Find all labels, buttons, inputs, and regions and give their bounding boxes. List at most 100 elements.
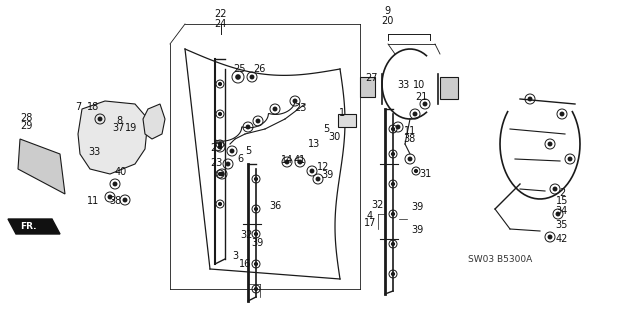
Circle shape (548, 142, 552, 146)
Bar (440, 77, 458, 99)
Circle shape (392, 182, 394, 185)
Text: 23: 23 (294, 103, 307, 114)
Circle shape (310, 169, 314, 173)
Circle shape (560, 112, 564, 116)
Text: 17: 17 (364, 218, 376, 228)
Circle shape (568, 157, 572, 161)
Text: 23: 23 (210, 158, 223, 168)
Text: 39: 39 (411, 225, 424, 235)
Circle shape (548, 235, 552, 239)
Text: 36: 36 (269, 201, 282, 211)
Circle shape (219, 143, 221, 145)
Text: 5: 5 (245, 146, 252, 156)
Text: 11: 11 (403, 126, 416, 136)
Text: 40: 40 (114, 167, 127, 177)
Circle shape (556, 212, 560, 216)
Text: 14: 14 (280, 155, 293, 165)
Text: 23: 23 (210, 143, 223, 153)
Text: 20: 20 (381, 16, 394, 26)
Text: 32: 32 (371, 200, 384, 210)
Text: 34: 34 (556, 205, 568, 216)
Circle shape (230, 149, 234, 153)
Circle shape (423, 102, 427, 106)
Circle shape (250, 75, 253, 79)
Circle shape (392, 212, 394, 215)
Text: 38: 38 (109, 196, 122, 206)
Text: 28: 28 (20, 113, 33, 123)
Circle shape (246, 125, 250, 129)
Circle shape (293, 99, 297, 103)
Text: 38: 38 (403, 134, 416, 144)
Text: FR.: FR. (20, 222, 36, 231)
Text: 4: 4 (367, 211, 373, 221)
Text: 39: 39 (252, 238, 264, 249)
Text: 39: 39 (411, 202, 424, 212)
Polygon shape (8, 219, 60, 234)
Circle shape (255, 233, 257, 235)
Circle shape (256, 119, 260, 123)
Text: 21: 21 (415, 92, 428, 102)
Circle shape (227, 162, 230, 166)
Circle shape (553, 187, 557, 191)
Text: 32: 32 (240, 230, 253, 241)
Circle shape (255, 178, 257, 181)
Text: SW03 B5300A: SW03 B5300A (468, 255, 532, 264)
Text: 2: 2 (559, 188, 565, 198)
Polygon shape (18, 139, 65, 194)
Circle shape (415, 170, 417, 172)
Circle shape (392, 273, 394, 275)
Circle shape (528, 97, 532, 101)
Bar (360, 77, 375, 97)
Text: 41: 41 (293, 155, 306, 165)
Text: 15: 15 (556, 196, 568, 206)
Text: 35: 35 (556, 220, 568, 230)
Circle shape (219, 173, 221, 175)
Text: 24: 24 (214, 19, 227, 29)
Circle shape (408, 157, 412, 161)
Polygon shape (143, 104, 165, 139)
Bar (338, 114, 356, 127)
Text: 11: 11 (86, 196, 99, 206)
Text: 42: 42 (556, 234, 568, 244)
Text: 8: 8 (116, 116, 123, 126)
Circle shape (273, 107, 276, 111)
Text: 1: 1 (339, 108, 346, 118)
Text: 6: 6 (237, 154, 243, 164)
Circle shape (99, 117, 102, 121)
Circle shape (298, 160, 301, 164)
Text: 16: 16 (239, 259, 252, 269)
Text: 3: 3 (232, 251, 239, 261)
Circle shape (255, 263, 257, 265)
Circle shape (236, 75, 240, 79)
Circle shape (316, 177, 320, 181)
Text: 37: 37 (112, 123, 125, 133)
Circle shape (220, 172, 224, 176)
Circle shape (108, 195, 112, 199)
Text: 5: 5 (323, 124, 330, 134)
Text: 26: 26 (253, 63, 266, 74)
Circle shape (219, 203, 221, 205)
Circle shape (392, 128, 394, 130)
Text: 9: 9 (384, 6, 390, 16)
Text: 18: 18 (86, 102, 99, 112)
Circle shape (113, 182, 116, 186)
Text: 22: 22 (214, 9, 227, 19)
Text: 30: 30 (328, 132, 340, 142)
Circle shape (255, 208, 257, 211)
Text: 12: 12 (317, 162, 330, 173)
Text: 7: 7 (75, 102, 81, 112)
Text: 39: 39 (321, 170, 334, 181)
Circle shape (413, 112, 417, 116)
Circle shape (124, 198, 127, 202)
Text: 25: 25 (234, 63, 246, 74)
Circle shape (219, 83, 221, 85)
Text: 29: 29 (20, 121, 33, 131)
Text: 31: 31 (419, 169, 432, 179)
Text: 10: 10 (413, 79, 426, 90)
Text: 33: 33 (88, 146, 101, 157)
Circle shape (255, 288, 257, 290)
Text: 33: 33 (397, 79, 410, 90)
Polygon shape (78, 101, 148, 174)
Circle shape (219, 113, 221, 115)
Circle shape (218, 145, 221, 149)
